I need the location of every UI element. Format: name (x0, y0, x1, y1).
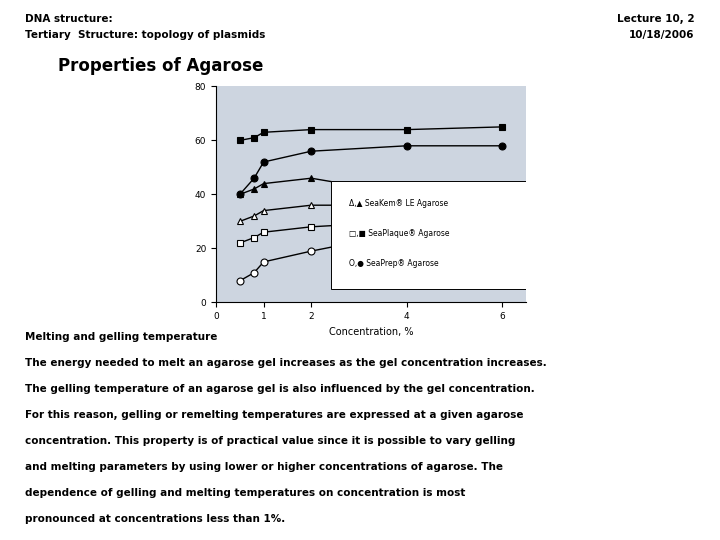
Text: and melting parameters by using lower or higher concentrations of agarose. The: and melting parameters by using lower or… (25, 462, 503, 472)
FancyBboxPatch shape (330, 181, 528, 289)
X-axis label: Concentration, %: Concentration, % (328, 327, 413, 336)
Text: Lecture 10, 2: Lecture 10, 2 (617, 14, 695, 24)
Text: Tertiary  Structure: topology of plasmids: Tertiary Structure: topology of plasmids (25, 30, 266, 40)
Text: The gelling temperature of an agarose gel is also influenced by the gel concentr: The gelling temperature of an agarose ge… (25, 384, 535, 394)
Text: □,■ SeaPlaque® Agarose: □,■ SeaPlaque® Agarose (349, 229, 449, 238)
Text: Δ,▲ SeaKem® LE Agarose: Δ,▲ SeaKem® LE Agarose (349, 199, 449, 208)
Text: DNA structure:: DNA structure: (25, 14, 113, 24)
Text: For this reason, gelling or remelting temperatures are expressed at a given agar: For this reason, gelling or remelting te… (25, 410, 523, 420)
Text: The energy needed to melt an agarose gel increases as the gel concentration incr: The energy needed to melt an agarose gel… (25, 358, 547, 368)
Text: concentration. This property is of practical value since it is possible to vary : concentration. This property is of pract… (25, 436, 516, 446)
Text: Properties of Agarose: Properties of Agarose (58, 57, 263, 75)
Text: O,● SeaPrep® Agarose: O,● SeaPrep® Agarose (349, 259, 438, 268)
Text: 10/18/2006: 10/18/2006 (629, 30, 695, 40)
Text: Melting and gelling temperature: Melting and gelling temperature (25, 332, 217, 342)
Text: pronounced at concentrations less than 1%.: pronounced at concentrations less than 1… (25, 514, 285, 524)
Text: dependence of gelling and melting temperatures on concentration is most: dependence of gelling and melting temper… (25, 488, 466, 498)
